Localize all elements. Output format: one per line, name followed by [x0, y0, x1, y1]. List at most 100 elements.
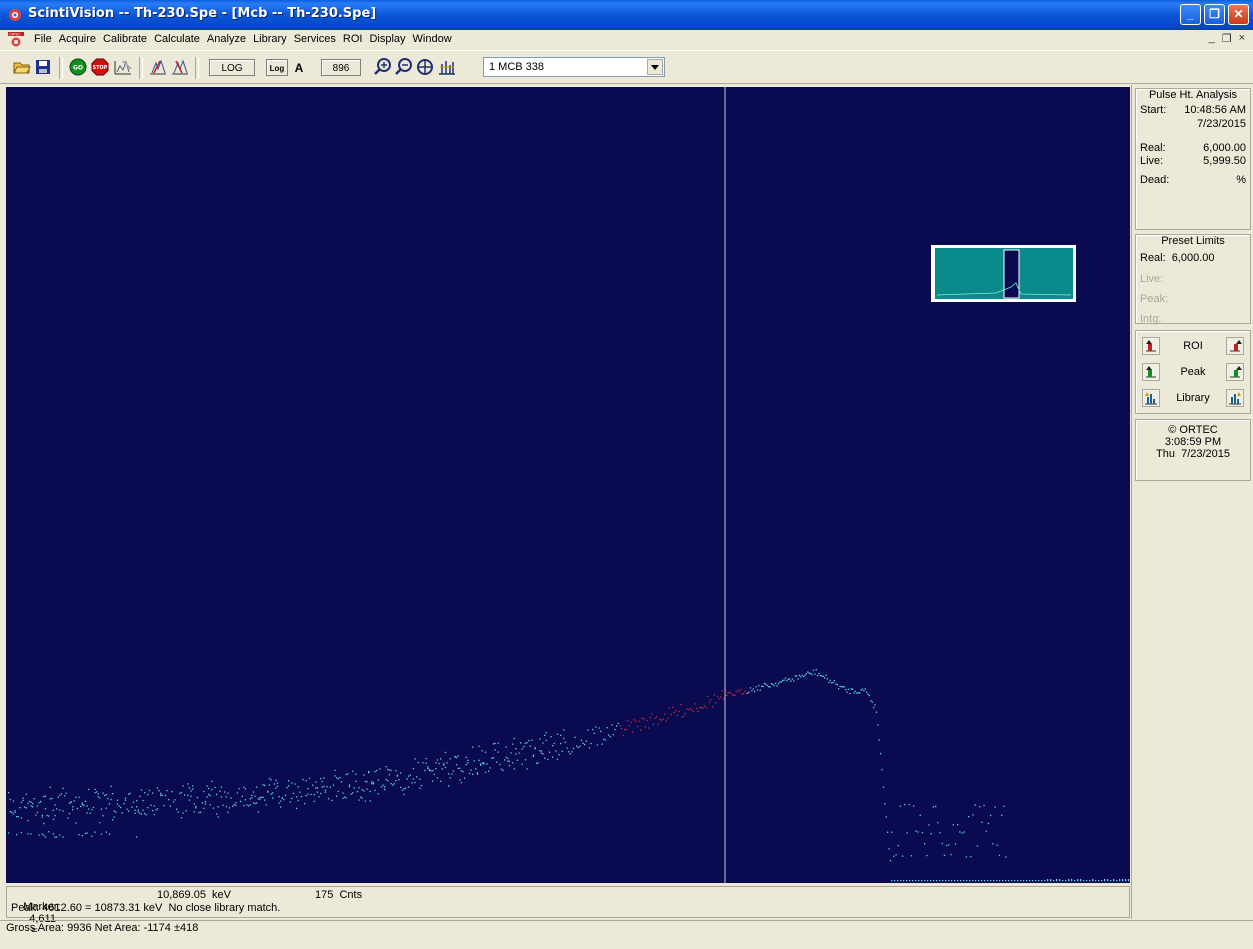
spectrum-dot	[267, 791, 269, 793]
mdi-close-button[interactable]: ×	[1238, 32, 1245, 44]
spectrum-dot	[494, 749, 496, 751]
spectrum-dot	[476, 773, 479, 775]
menu-analyze[interactable]: Analyze	[206, 33, 247, 45]
save-disk-icon[interactable]	[33, 57, 53, 77]
spectrum-dot	[769, 686, 771, 688]
library-next-icon[interactable]	[1226, 389, 1244, 407]
spectrum-dot	[826, 678, 829, 680]
zoom-out-icon[interactable]	[394, 57, 414, 77]
spectrum-dot	[819, 674, 822, 677]
spectrum-dot	[910, 855, 913, 857]
zoom-in-icon[interactable]	[373, 57, 393, 77]
menu-roi[interactable]: ROI	[342, 33, 363, 45]
roi-previous-icon[interactable]	[1142, 337, 1160, 355]
spectrum-dot	[688, 709, 690, 711]
detector-dropdown[interactable]: 1 MCB 338	[483, 57, 665, 77]
close-button[interactable]: ✕	[1228, 4, 1249, 25]
menu-calculate[interactable]: Calculate	[154, 33, 200, 45]
spectrum-dot	[640, 729, 642, 731]
spectrum-dot	[675, 710, 677, 712]
spectrum-dot	[390, 783, 392, 785]
spectrum-dot	[1056, 879, 1058, 881]
spectrum-dot	[951, 880, 953, 882]
spectrum-dot	[72, 806, 74, 808]
spectrum-dot	[8, 832, 10, 834]
spectrum-dot	[22, 799, 24, 801]
mdi-minimize-button[interactable]: _	[1208, 32, 1215, 44]
menu-bar: ORTEC File Acquire Calibrate Calculate A…	[0, 30, 1253, 50]
spectrum-dot	[807, 671, 809, 673]
vertical-scale-field[interactable]: 896	[321, 59, 361, 76]
spectrum-dot	[484, 751, 487, 753]
spectrum-dot	[945, 880, 947, 882]
pha-title: Pulse Ht. Analysis	[1148, 89, 1238, 101]
spectrum-dot	[358, 787, 360, 789]
spectrum-dot	[609, 736, 611, 738]
spectrum-dot	[505, 756, 507, 758]
spectrum-dot	[504, 759, 506, 761]
spectrum-dot	[524, 742, 527, 744]
menu-library[interactable]: Library	[253, 33, 287, 45]
spectrum-dot	[478, 745, 480, 747]
menu-file[interactable]: File	[34, 33, 52, 45]
spectrum-dot	[563, 737, 565, 740]
spectrum-dot	[324, 789, 327, 791]
spectrum-dot	[236, 792, 239, 794]
spectrum-dot	[481, 762, 483, 764]
spectrum-dot	[555, 750, 557, 752]
spectrum-dot	[656, 716, 658, 718]
spectrum-dot	[588, 747, 591, 749]
log-scale-button[interactable]: LOG	[209, 59, 255, 76]
spectrum-dot	[752, 688, 754, 690]
peak-previous-icon[interactable]	[1142, 363, 1160, 381]
roi-next-icon[interactable]	[1226, 337, 1244, 355]
spectrum-dot	[364, 780, 367, 783]
menu-display[interactable]: Display	[369, 33, 406, 45]
spectrum-dot	[488, 770, 490, 772]
chevron-down-icon[interactable]	[647, 59, 663, 75]
spectrum-dot	[961, 832, 963, 834]
auto-scale-icon[interactable]: A	[290, 59, 308, 76]
menu-window[interactable]: Window	[412, 33, 452, 45]
fine-zoom-icon[interactable]	[437, 57, 457, 77]
spectrum-dot	[902, 855, 904, 857]
spectrum-dot	[1074, 880, 1076, 882]
spectrum-dot	[850, 688, 852, 690]
clear-spectrum-icon[interactable]	[113, 57, 133, 77]
spectrum-plot[interactable]	[6, 87, 1130, 883]
spectrum-dot	[177, 811, 179, 813]
spectrum-dot	[81, 803, 83, 806]
document-icon[interactable]: ORTEC	[8, 32, 24, 47]
spectrum-dot	[385, 778, 387, 781]
stop-icon[interactable]: STOP	[90, 57, 110, 77]
spectrum-dot	[200, 811, 202, 813]
spectrum-dot	[206, 796, 208, 798]
peak-next-icon[interactable]	[1225, 363, 1244, 381]
spectrum-dot	[1005, 880, 1007, 882]
overview-window[interactable]	[931, 245, 1076, 302]
roi-unmark-icon[interactable]	[170, 57, 190, 77]
marker-channel: 4,611	[29, 913, 56, 925]
log-lin-icon[interactable]: Log	[266, 59, 288, 76]
open-folder-icon[interactable]	[12, 57, 32, 77]
minimize-button[interactable]: _	[1180, 4, 1201, 25]
roi-mark-icon[interactable]	[148, 57, 168, 77]
spectrum-dot	[1128, 880, 1130, 882]
go-icon[interactable]: GO	[68, 57, 88, 77]
restore-button[interactable]: ❐	[1204, 4, 1225, 25]
spectrum-dot	[815, 669, 817, 671]
spectrum-dot	[768, 686, 770, 688]
spectrum-dot	[672, 706, 674, 708]
spectrum-dot	[817, 675, 819, 677]
menu-acquire[interactable]: Acquire	[58, 33, 97, 45]
menu-services[interactable]: Services	[293, 33, 336, 45]
spectrum-dot	[241, 795, 243, 797]
menu-calibrate[interactable]: Calibrate	[103, 33, 148, 45]
center-icon[interactable]	[415, 57, 435, 77]
title-bar[interactable]: ScintiVision -- Th-230.Spe - [Mcb -- Th-…	[0, 0, 1253, 30]
spectrum-dot	[348, 785, 351, 788]
spectrum-display[interactable]	[6, 87, 1130, 883]
library-previous-icon[interactable]	[1142, 389, 1160, 407]
spectrum-dot	[948, 880, 950, 882]
mdi-restore-button[interactable]: ❐	[1221, 33, 1232, 45]
